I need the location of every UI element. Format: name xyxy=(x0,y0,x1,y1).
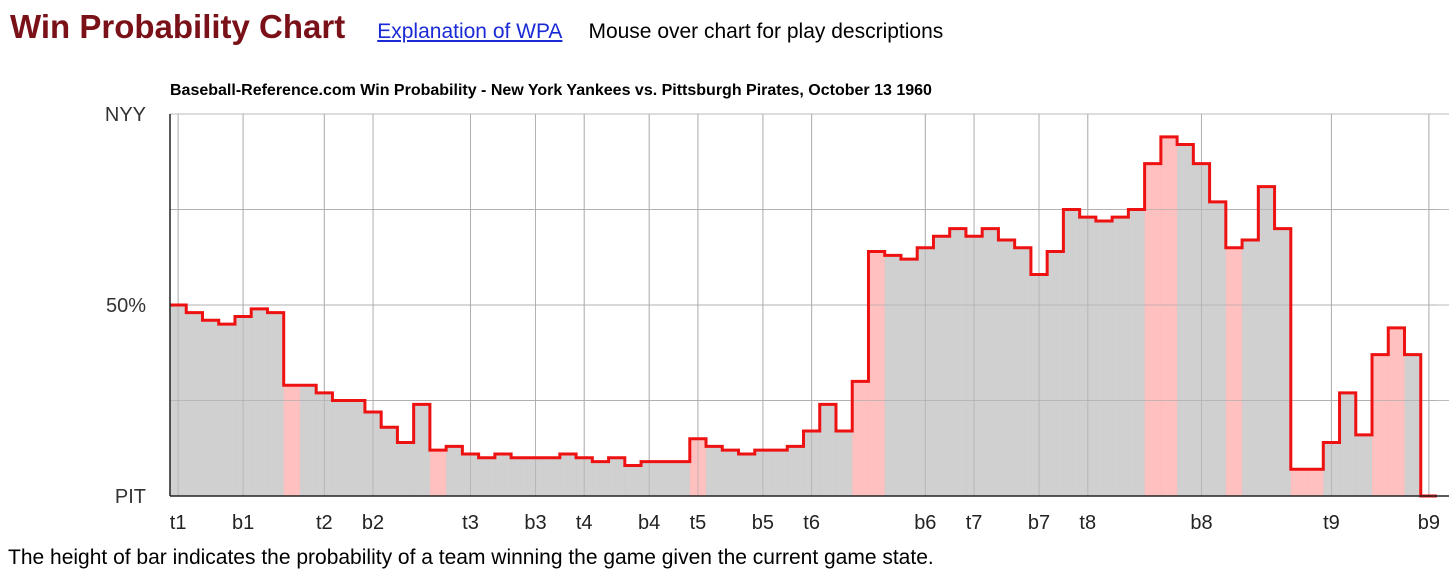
play-bar[interactable] xyxy=(868,251,886,496)
play-bar[interactable] xyxy=(835,431,853,496)
play-bar[interactable] xyxy=(592,461,610,496)
x-tick-label: t6 xyxy=(803,512,820,534)
play-bar[interactable] xyxy=(1063,209,1081,497)
play-bar[interactable] xyxy=(787,446,805,496)
x-tick-label: b9 xyxy=(1418,512,1440,534)
play-bar[interactable] xyxy=(511,457,528,496)
chart-caption: The height of bar indicates the probabil… xyxy=(8,546,934,569)
play-bar[interactable] xyxy=(283,385,301,496)
win-probability-line xyxy=(170,135,1437,498)
play-bar[interactable] xyxy=(1339,392,1357,496)
play-bar[interactable] xyxy=(722,450,740,496)
play-bar[interactable] xyxy=(429,450,447,496)
x-tick-label: b6 xyxy=(914,512,936,534)
play-bar[interactable] xyxy=(1290,469,1308,496)
play-bar[interactable] xyxy=(706,446,723,496)
play-bar[interactable] xyxy=(397,442,415,496)
play-bar[interactable] xyxy=(771,450,788,496)
play-bar[interactable] xyxy=(1209,201,1227,497)
y-tick-label: 50% xyxy=(106,295,146,317)
play-bar[interactable] xyxy=(1160,136,1178,497)
play-bar[interactable] xyxy=(900,259,918,496)
play-bar[interactable] xyxy=(1095,220,1113,496)
page-title: Win Probability Chart xyxy=(10,8,346,45)
play-bar[interactable] xyxy=(348,400,366,497)
play-bar[interactable] xyxy=(673,461,691,496)
play-bar[interactable] xyxy=(852,381,870,496)
play-bar[interactable] xyxy=(1372,354,1389,496)
x-tick-label: b7 xyxy=(1028,512,1050,534)
play-bar[interactable] xyxy=(1014,247,1032,496)
play-bar[interactable] xyxy=(1112,217,1129,496)
play-bar[interactable] xyxy=(251,308,269,496)
x-axis-labels: t1 b1 t2 b2 t3 b3 t4 b4 t5 b5 t6 b6 t7 b7 t8 b8 t9 b9 xyxy=(170,512,1440,534)
play-bar[interactable] xyxy=(998,240,1016,496)
play-bar[interactable] xyxy=(1128,209,1146,497)
play-bar[interactable] xyxy=(1144,163,1162,496)
x-tick-label: t5 xyxy=(690,512,707,534)
x-tick-label: b8 xyxy=(1190,512,1212,534)
x-tick-label: b2 xyxy=(362,512,384,534)
play-bar[interactable] xyxy=(332,400,350,497)
probability-area[interactable] xyxy=(170,114,1437,497)
page-header: Win Probability Chart Explanation of WPA… xyxy=(10,8,943,58)
x-tick-label: b5 xyxy=(752,512,774,534)
x-tick-label: t2 xyxy=(316,512,333,534)
play-bar[interactable] xyxy=(608,457,626,496)
play-bar[interactable] xyxy=(933,236,951,497)
mouse-over-hint: Mouse over chart for play descriptions xyxy=(588,20,944,43)
play-bar[interactable] xyxy=(657,461,675,496)
play-bar[interactable] xyxy=(267,312,285,496)
explanation-of-wpa-link[interactable]: Explanation of WPA xyxy=(377,20,563,43)
play-bar[interactable] xyxy=(819,404,837,496)
x-tick-label: t7 xyxy=(966,512,983,534)
play-bar[interactable] xyxy=(1242,240,1259,496)
chart-axes xyxy=(169,114,1449,497)
win-probability-chart[interactable]: Baseball-Reference.com Win Probability -… xyxy=(0,0,1456,540)
play-bar[interactable] xyxy=(559,453,577,496)
play-bar[interactable] xyxy=(949,228,967,496)
play-bar[interactable] xyxy=(299,385,317,496)
probability-line-layer xyxy=(170,135,1437,498)
play-bar[interactable] xyxy=(1258,186,1276,496)
play-bar[interactable] xyxy=(1307,469,1324,496)
x-tick-label: t3 xyxy=(462,512,479,534)
play-bar[interactable] xyxy=(738,453,756,496)
play-bar[interactable] xyxy=(381,427,399,496)
play-bar[interactable] xyxy=(202,320,220,496)
play-bar[interactable] xyxy=(494,453,512,496)
play-bar[interactable] xyxy=(884,255,902,496)
play-bar[interactable] xyxy=(218,324,236,496)
y-axis-labels: NYY 50% PIT xyxy=(105,104,146,508)
play-bar[interactable] xyxy=(478,457,496,496)
play-bar[interactable] xyxy=(1225,247,1243,496)
play-bar[interactable] xyxy=(624,465,642,496)
play-bar[interactable] xyxy=(543,457,561,496)
x-tick-label: t1 xyxy=(170,512,187,534)
x-tick-label: b3 xyxy=(524,512,546,534)
x-tick-label: b4 xyxy=(638,512,660,534)
play-bar[interactable] xyxy=(186,312,204,496)
x-tick-label: t4 xyxy=(576,512,593,534)
play-bar[interactable] xyxy=(446,446,463,496)
play-bar[interactable] xyxy=(1047,251,1064,496)
play-bar[interactable] xyxy=(1274,228,1292,496)
chart-title: Baseball-Reference.com Win Probability -… xyxy=(170,82,932,99)
play-bar[interactable] xyxy=(413,404,431,496)
play-bar[interactable] xyxy=(1388,327,1406,496)
x-tick-label: t9 xyxy=(1323,512,1340,534)
y-tick-label: PIT xyxy=(115,486,146,508)
y-tick-label: NYY xyxy=(105,104,146,126)
play-bar[interactable] xyxy=(1355,434,1373,496)
play-bar[interactable] xyxy=(1404,354,1422,496)
x-tick-label: b1 xyxy=(232,512,254,534)
play-bar[interactable] xyxy=(1177,144,1194,496)
x-tick-label: t8 xyxy=(1079,512,1096,534)
play-bar[interactable] xyxy=(982,228,1000,496)
